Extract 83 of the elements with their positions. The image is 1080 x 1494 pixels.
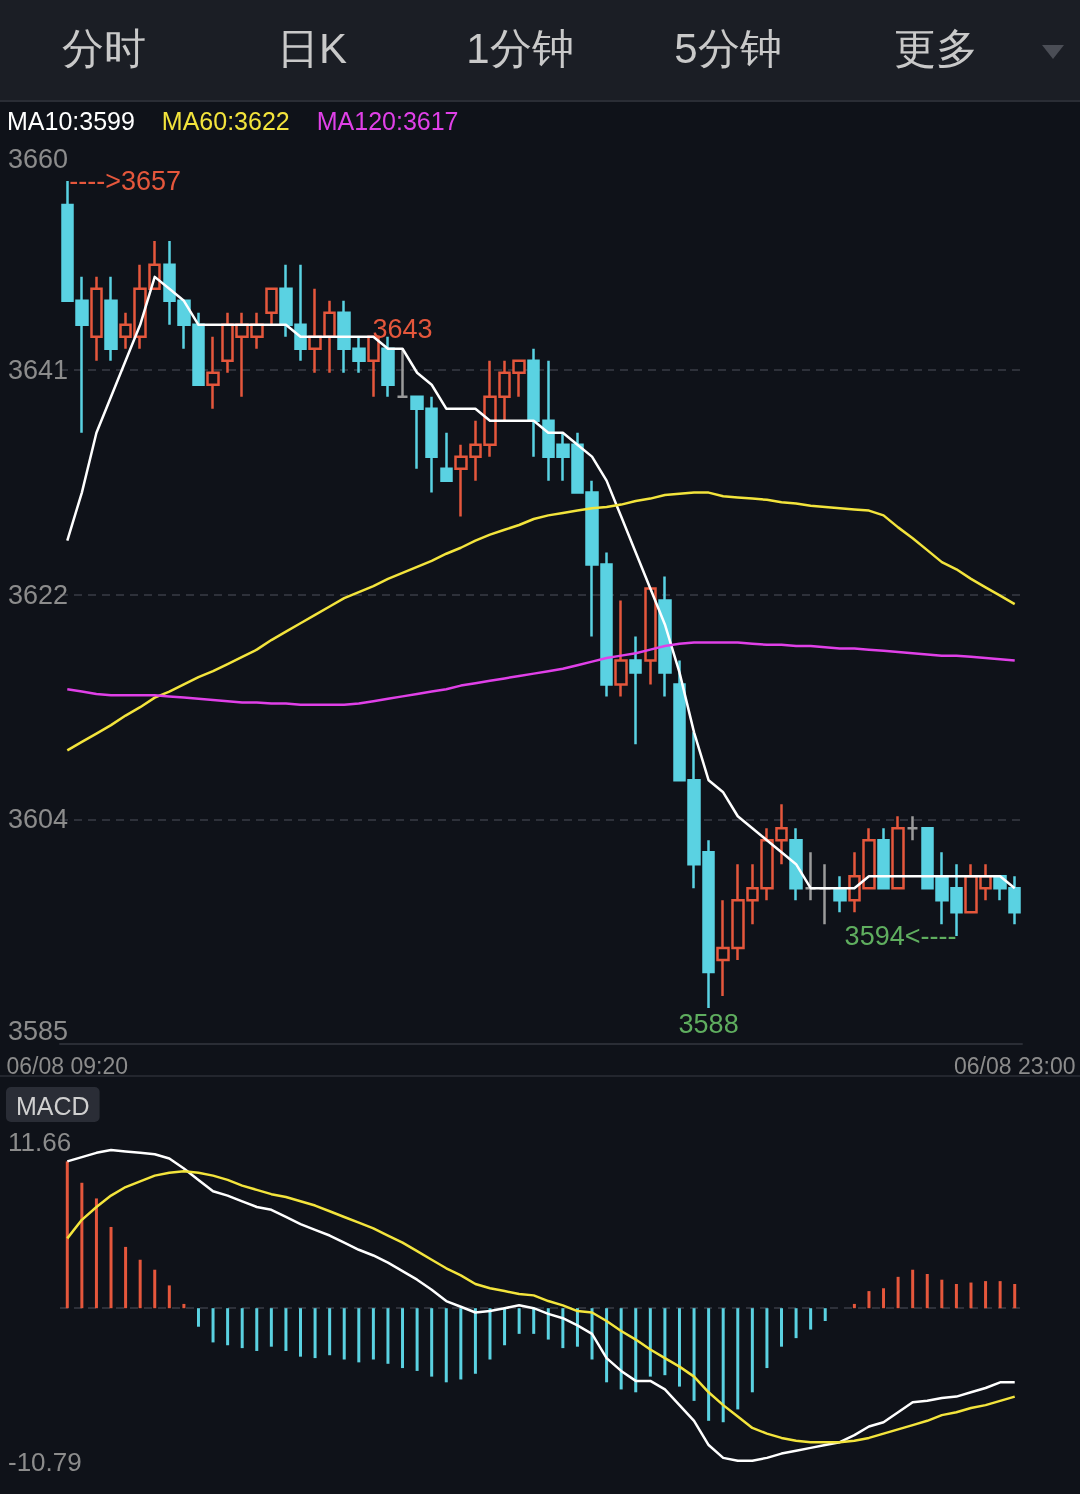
- text: MA120:3617: [316, 106, 459, 135]
- bar: [605, 1308, 609, 1383]
- bar: [998, 1281, 1002, 1309]
- bar: [663, 1308, 667, 1376]
- bar: [721, 1308, 725, 1423]
- bar: [969, 1282, 973, 1309]
- x-tick-label: 06/08 09:20: [6, 1052, 129, 1079]
- bar: [94, 1198, 98, 1309]
- annotation: ---->3657: [69, 165, 182, 196]
- category-label: 5分钟: [674, 25, 782, 73]
- bar: [794, 1308, 798, 1339]
- bar: [911, 1269, 915, 1309]
- category-label: 更多: [894, 25, 978, 73]
- bar: [401, 1308, 405, 1369]
- bar: [357, 1308, 361, 1363]
- bar: [896, 1276, 900, 1309]
- bar: [167, 1285, 171, 1309]
- bar: [503, 1308, 507, 1346]
- bar: [984, 1281, 988, 1309]
- bar: [634, 1308, 638, 1393]
- bar: [138, 1259, 142, 1309]
- bar: [692, 1308, 696, 1401]
- bar: [255, 1308, 259, 1351]
- bar: [342, 1308, 346, 1360]
- bar: [459, 1308, 463, 1380]
- y-tick-label: 3585: [8, 1015, 69, 1046]
- annotation: 3588: [678, 1008, 739, 1039]
- bar: [211, 1308, 215, 1343]
- y-tick-label: 3622: [8, 579, 69, 610]
- bar: [677, 1308, 681, 1387]
- annotation: 3594<----: [844, 921, 957, 952]
- chart-title: MACD: [16, 1091, 90, 1120]
- bar: [196, 1308, 200, 1327]
- bar: [328, 1308, 332, 1356]
- bar: [415, 1308, 419, 1371]
- bar: [867, 1291, 871, 1309]
- y-tick-label: 3641: [8, 354, 69, 385]
- bar: [517, 1308, 521, 1334]
- category-label: 日K: [276, 25, 348, 73]
- category-label: 1分钟: [466, 25, 574, 73]
- bar: [269, 1308, 273, 1347]
- bar: [780, 1308, 783, 1347]
- bar: [386, 1308, 390, 1364]
- bar: [750, 1308, 754, 1393]
- bar: [153, 1269, 157, 1309]
- bar: [532, 1308, 536, 1334]
- bar: [430, 1308, 434, 1377]
- bar: [226, 1308, 230, 1346]
- bar: [765, 1308, 769, 1369]
- bar: [299, 1308, 302, 1357]
- bar: [546, 1308, 550, 1340]
- text: MA10:3599: [7, 106, 135, 135]
- y-tick-label: 3660: [8, 143, 69, 174]
- bar: [707, 1308, 711, 1421]
- y-tick-label: 3604: [8, 804, 69, 835]
- bar: [284, 1308, 288, 1351]
- bar: [882, 1288, 886, 1309]
- bar: [1013, 1283, 1017, 1309]
- bar: [240, 1308, 244, 1349]
- bar: [940, 1279, 944, 1309]
- bar: [954, 1283, 958, 1309]
- category-label: 分时: [62, 25, 146, 73]
- bar: [65, 1161, 69, 1309]
- x-tick-label: 06/08 23:00: [953, 1052, 1076, 1079]
- bar: [561, 1308, 565, 1349]
- bar: [371, 1308, 375, 1360]
- bar: [736, 1308, 740, 1410]
- bar: [823, 1308, 827, 1322]
- y-tick-label: -10.79: [8, 1447, 82, 1477]
- bar: [925, 1273, 929, 1309]
- bar: [109, 1226, 113, 1309]
- bar: [444, 1308, 448, 1383]
- y-tick-label: 11.66: [8, 1127, 72, 1157]
- bar: [809, 1308, 813, 1330]
- bar: [648, 1308, 652, 1377]
- bar: [473, 1308, 477, 1374]
- annotation: 3643: [372, 314, 433, 345]
- bar: [80, 1182, 84, 1309]
- bar: [313, 1308, 317, 1359]
- bar: [488, 1308, 492, 1360]
- bar: [619, 1308, 623, 1390]
- text: MA60:3622: [161, 106, 290, 135]
- bar: [124, 1246, 128, 1309]
